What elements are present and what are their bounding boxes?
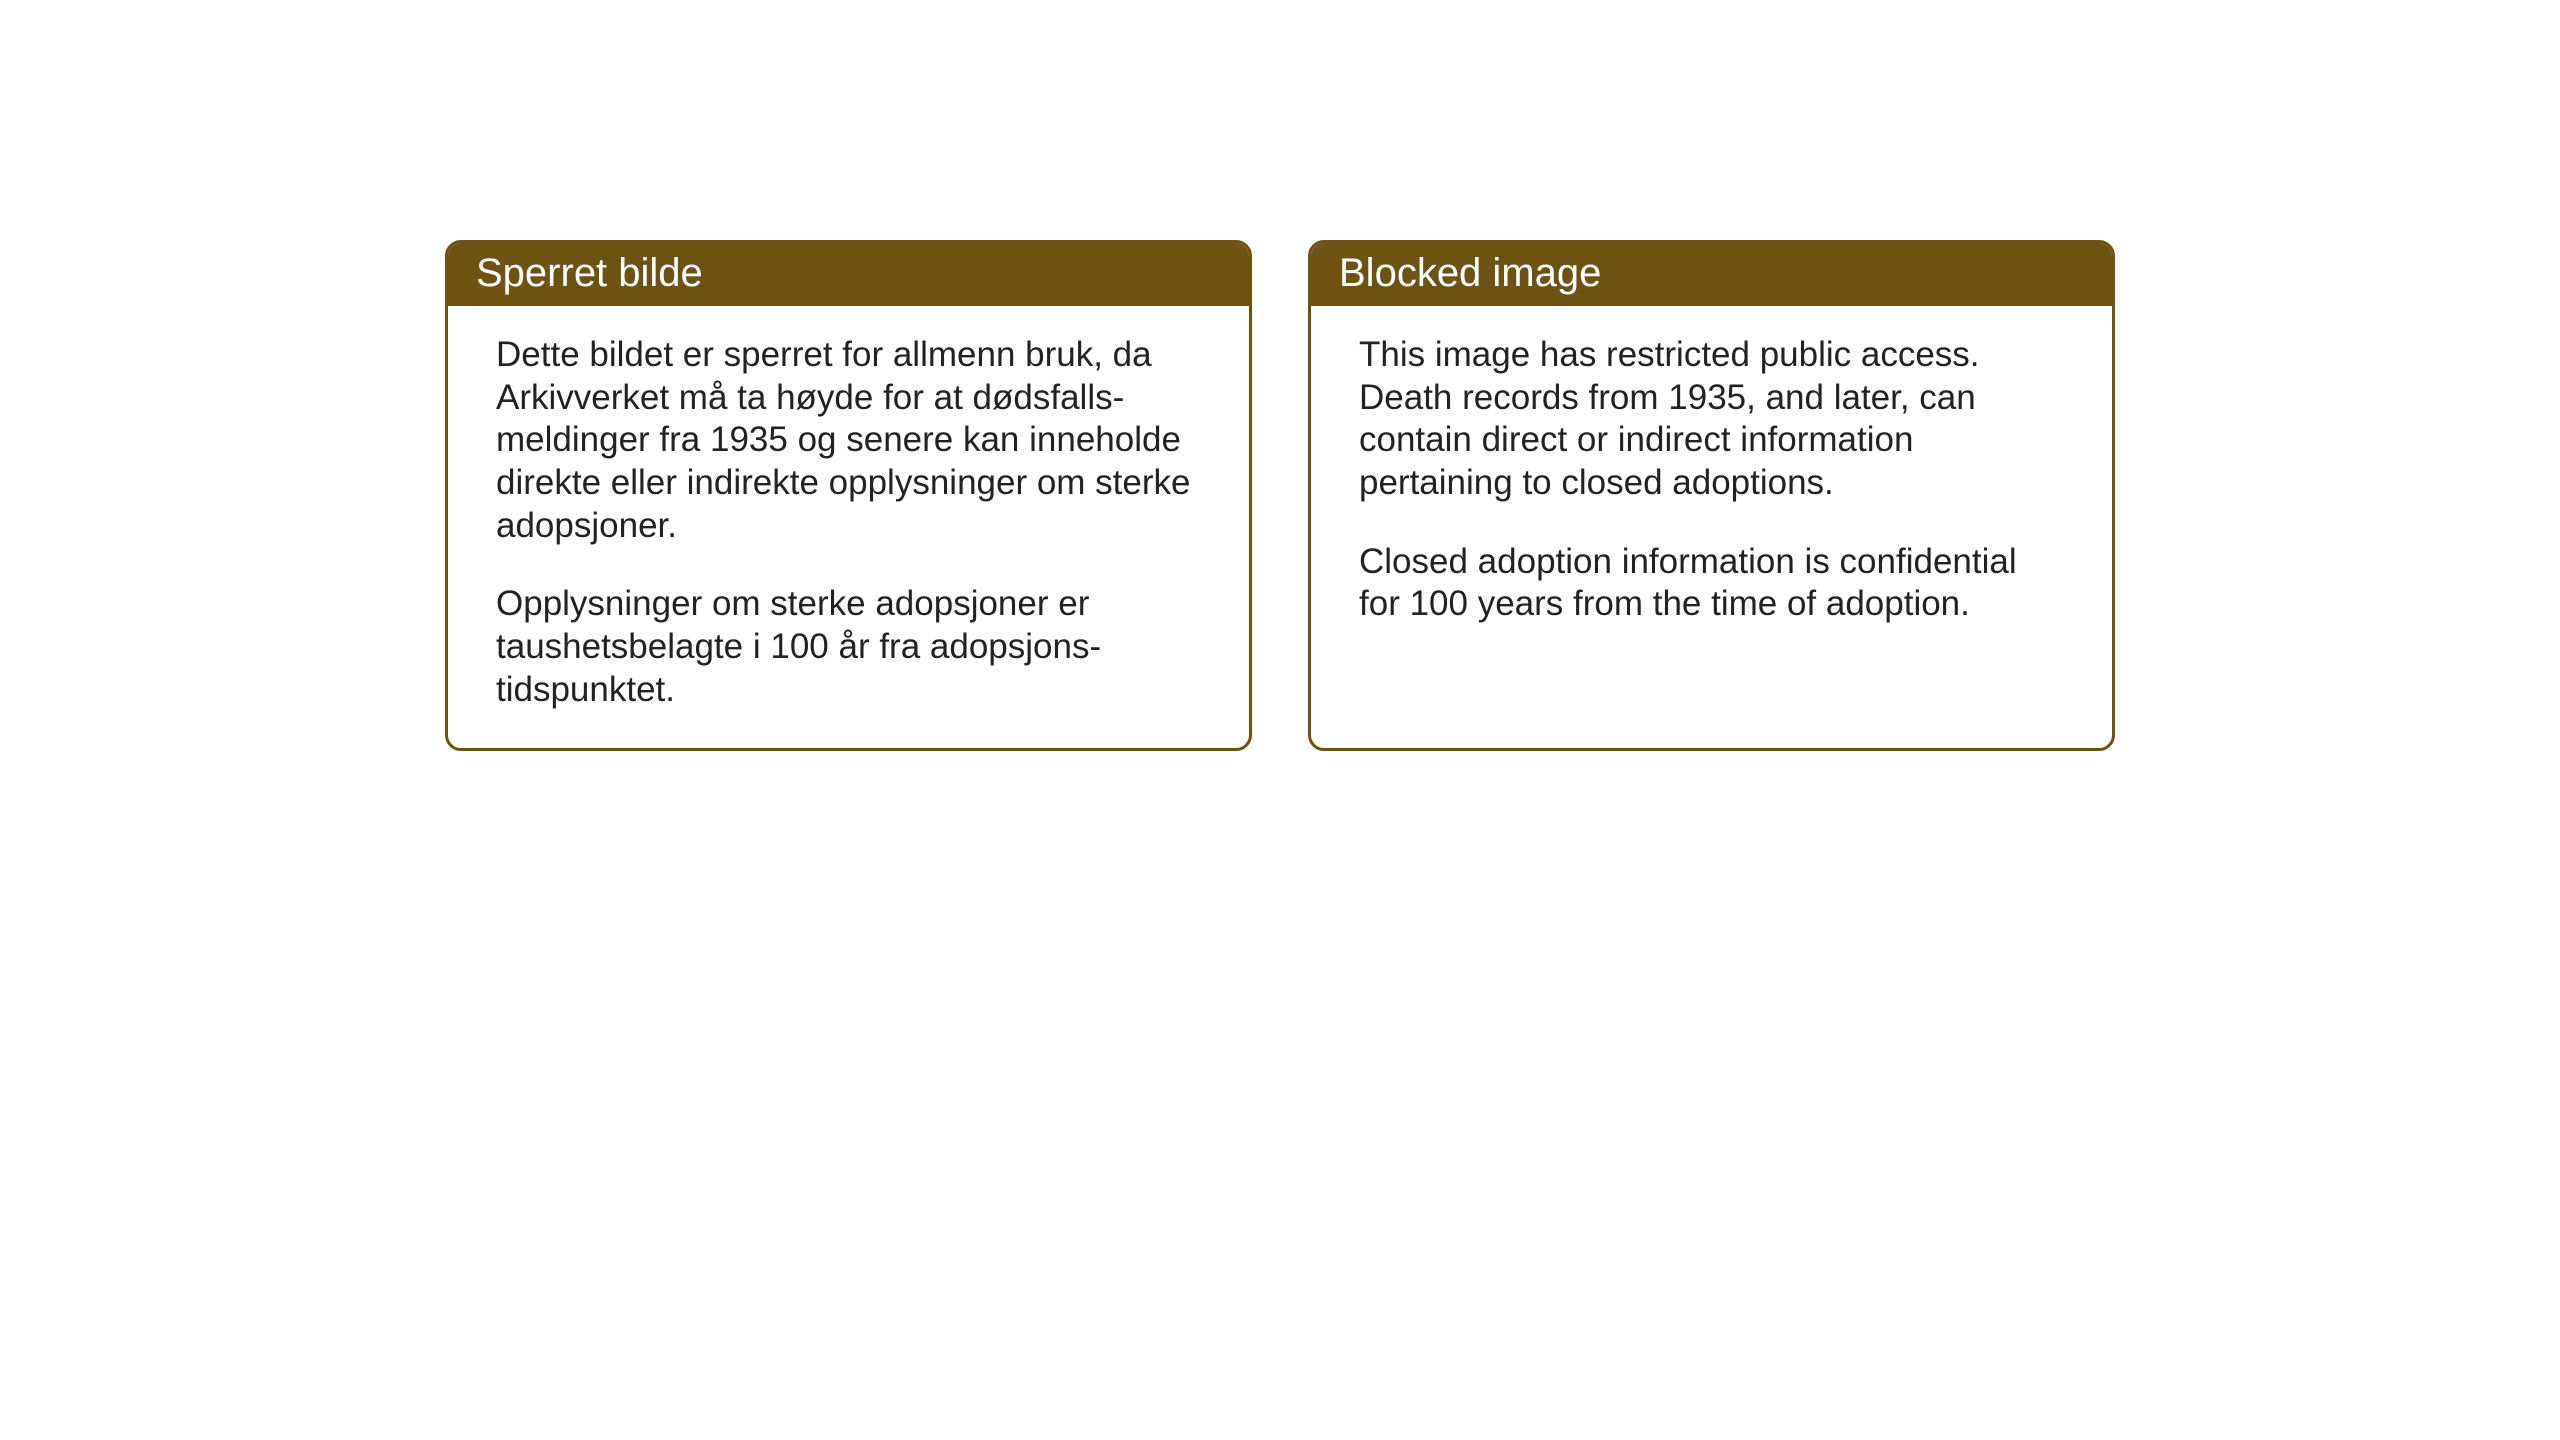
card-title-english: Blocked image: [1339, 251, 1601, 295]
card-title-norwegian: Sperret bilde: [476, 251, 703, 295]
card-body-norwegian: Dette bildet er sperret for allmenn bruk…: [448, 306, 1249, 748]
card-paragraph-1-english: This image has restricted public access.…: [1359, 334, 2064, 505]
card-norwegian: Sperret bilde Dette bildet er sperret fo…: [445, 240, 1252, 751]
card-paragraph-1-norwegian: Dette bildet er sperret for allmenn bruk…: [496, 334, 1201, 547]
card-paragraph-2-english: Closed adoption information is confident…: [1359, 541, 2064, 626]
card-paragraph-2-norwegian: Opplysninger om sterke adopsjoner er tau…: [496, 583, 1201, 711]
card-english: Blocked image This image has restricted …: [1308, 240, 2115, 751]
card-body-english: This image has restricted public access.…: [1311, 306, 2112, 662]
cards-container: Sperret bilde Dette bildet er sperret fo…: [445, 240, 2115, 751]
card-header-english: Blocked image: [1311, 243, 2112, 306]
card-header-norwegian: Sperret bilde: [448, 243, 1249, 306]
